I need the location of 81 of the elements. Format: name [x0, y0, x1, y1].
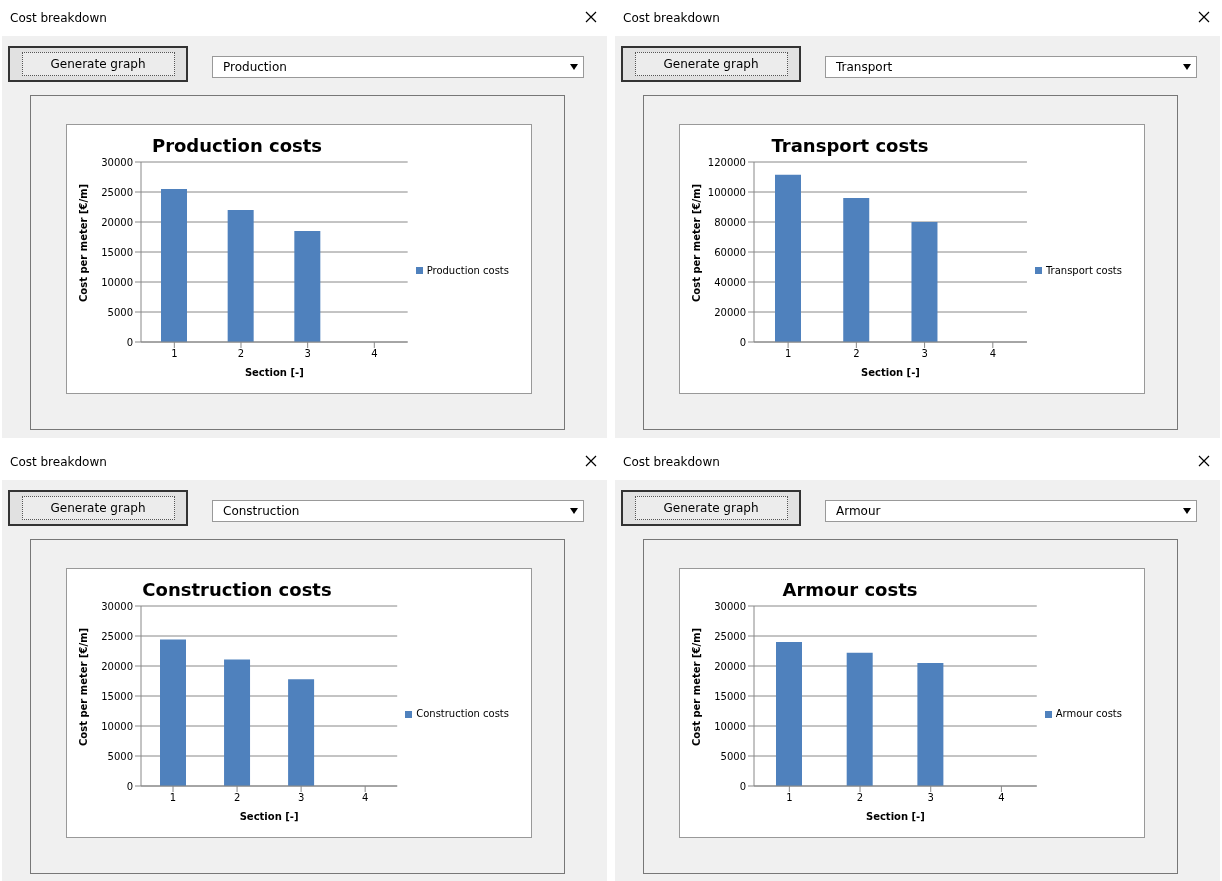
- x-tick-label: 1: [784, 348, 792, 360]
- x-tick-label: 3: [921, 348, 928, 360]
- bar: [227, 210, 254, 342]
- y-tick-label: 0: [126, 336, 133, 348]
- y-tick-label: 10000: [714, 720, 746, 732]
- x-tick-label: 3: [297, 791, 305, 803]
- x-tick-label: 1: [171, 348, 178, 360]
- y-tick-label: 15000: [714, 690, 746, 702]
- chart-title: Transport costs: [770, 135, 930, 156]
- y-tick-label: 15000: [101, 246, 133, 258]
- bar: [161, 189, 187, 342]
- y-axis-title: Cost per meter [€/m]: [77, 627, 89, 746]
- text: Cost breakdown: [623, 454, 720, 469]
- y-tick-label: 20000: [101, 216, 133, 228]
- y-tick-label: 40000: [714, 276, 746, 288]
- y-tick-label: 0: [739, 336, 746, 348]
- x-axis-title: Section [-]: [244, 367, 304, 378]
- bar: [917, 662, 944, 786]
- x-tick-label: 2: [856, 791, 864, 803]
- bar: [288, 678, 315, 786]
- text: Cost breakdown: [10, 454, 107, 469]
- legend-label: Production costs: [426, 264, 509, 276]
- y-tick-label: 80000: [714, 216, 746, 228]
- bar: [160, 639, 186, 786]
- text: Generate graph: [21, 52, 175, 76]
- x-tick-label: 4: [361, 791, 369, 803]
- chart-title: Production costs: [150, 135, 324, 156]
- x-axis-title: Section [-]: [865, 810, 925, 822]
- x-tick-label: 1: [786, 791, 793, 803]
- y-tick-label: 25000: [101, 186, 133, 198]
- x-tick-label: 4: [371, 348, 378, 360]
- legend-label: Transport costs: [1045, 264, 1122, 276]
- y-tick-label: 0: [126, 780, 133, 792]
- y-tick-label: 20000: [101, 660, 133, 672]
- x-axis-title: Section [-]: [861, 367, 920, 378]
- text: Generate graph: [634, 52, 788, 76]
- text: Cost breakdown: [10, 11, 107, 25]
- text: Transport: [825, 56, 1197, 78]
- y-axis-title: Cost per meter [€/m]: [77, 183, 89, 302]
- x-tick-label: 4: [998, 791, 1005, 803]
- text: Generate graph: [21, 495, 175, 520]
- x-tick-label: 2: [237, 348, 245, 360]
- y-tick-label: 30000: [101, 600, 133, 612]
- text: Construction: [212, 499, 584, 522]
- y-tick-label: 25000: [101, 630, 133, 642]
- y-tick-label: 10000: [101, 720, 133, 732]
- chart-title: Construction costs: [141, 578, 333, 600]
- y-tick-label: 100000: [707, 186, 746, 198]
- x-axis-title: Section [-]: [239, 810, 299, 822]
- legend-label: Construction costs: [416, 708, 509, 719]
- y-tick-label: 60000: [714, 246, 746, 258]
- legend-label: Armour costs: [1055, 708, 1122, 719]
- y-tick-label: 5000: [107, 750, 133, 762]
- y-tick-label: 25000: [714, 630, 746, 642]
- bar: [224, 658, 251, 786]
- text: Armour: [825, 499, 1197, 522]
- y-tick-label: 5000: [720, 750, 746, 762]
- x-tick-label: 2: [853, 348, 860, 360]
- bar: [776, 641, 802, 786]
- chart-title: Armour costs: [781, 578, 919, 600]
- y-tick-label: 30000: [101, 156, 133, 168]
- y-axis-title: Cost per meter [€/m]: [690, 627, 702, 746]
- x-tick-label: 2: [233, 791, 241, 803]
- x-tick-label: 3: [927, 791, 934, 803]
- x-tick-label: 1: [169, 791, 177, 803]
- y-tick-label: 5000: [107, 306, 133, 318]
- text: Production: [212, 56, 584, 78]
- y-tick-label: 120000: [707, 156, 746, 168]
- bar: [294, 231, 321, 342]
- y-tick-label: 15000: [101, 690, 133, 702]
- x-tick-label: 4: [989, 348, 997, 360]
- y-tick-label: 20000: [714, 660, 746, 672]
- y-tick-label: 0: [739, 780, 746, 792]
- y-tick-label: 10000: [101, 276, 133, 288]
- y-tick-label: 30000: [714, 600, 746, 612]
- text: Cost breakdown: [623, 11, 720, 25]
- x-tick-label: 3: [304, 348, 311, 360]
- text: Generate graph: [634, 495, 788, 520]
- y-axis-title: Cost per meter [€/m]: [690, 183, 702, 302]
- y-tick-label: 20000: [714, 306, 746, 318]
- bar: [846, 652, 873, 786]
